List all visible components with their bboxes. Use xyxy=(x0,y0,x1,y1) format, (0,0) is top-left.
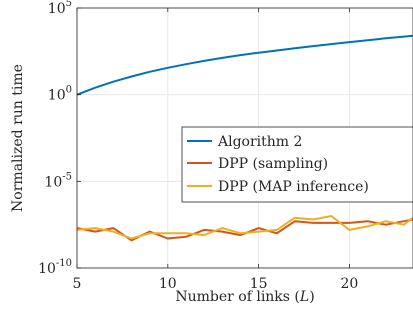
y-tick-label-base: 10 xyxy=(48,88,66,104)
y-tick-label: 10-5 xyxy=(44,171,72,190)
y-tick-label-exponent: 0 xyxy=(66,85,72,96)
y-tick-label-base: 10 xyxy=(48,1,66,17)
series-lines xyxy=(76,34,413,242)
legend-label: DPP (sampling) xyxy=(218,156,328,172)
legend-box xyxy=(181,126,413,203)
y-tick-label-base: 10 xyxy=(44,174,62,190)
x-axis-label: Number of links (L) xyxy=(175,289,314,305)
x-tick-labels: 5 10 15 20 xyxy=(73,276,359,292)
series-line-3 xyxy=(76,215,413,240)
y-tick-label: 105 xyxy=(48,0,72,17)
y-tick-label-base: 10 xyxy=(38,261,56,277)
legend-label: DPP (MAP inference) xyxy=(218,179,369,195)
y-tick-label-exponent: -5 xyxy=(62,171,72,182)
x-axis-label-text: Number of links ( xyxy=(175,289,300,305)
x-tick-label: 10 xyxy=(159,276,177,292)
y-tick-label: 10-10 xyxy=(38,258,72,277)
plot-area-frame xyxy=(76,7,413,269)
x-axis-label-symbol: L xyxy=(299,289,309,305)
y-tick-label-exponent: -10 xyxy=(56,258,72,269)
y-tick-label: 100 xyxy=(48,85,72,104)
y-tick-label-exponent: 5 xyxy=(66,0,72,9)
x-tick-label: 15 xyxy=(250,276,268,292)
legend: Algorithm 2 DPP (sampling) DPP (MAP infere… xyxy=(181,126,413,203)
y-axis-label: Normalized run time xyxy=(10,64,26,212)
series-line-1 xyxy=(76,34,413,96)
x-axis-label-close: ) xyxy=(309,289,314,305)
axis-ticks xyxy=(76,7,350,269)
legend-label: Algorithm 2 xyxy=(217,134,302,150)
x-tick-label: 20 xyxy=(341,276,359,292)
x-tick-label: 5 xyxy=(73,276,82,292)
